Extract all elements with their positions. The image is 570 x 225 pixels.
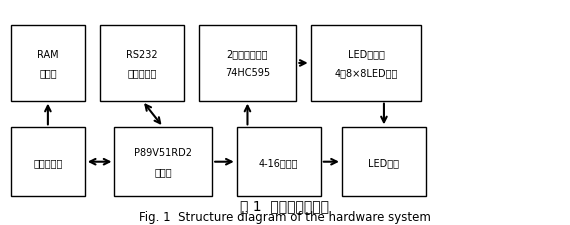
Text: RS232: RS232 xyxy=(127,49,158,59)
Text: 单片机: 单片机 xyxy=(154,166,172,176)
Text: Fig. 1  Structure diagram of the hardware system: Fig. 1 Structure diagram of the hardware… xyxy=(139,210,431,223)
Text: LED驱动: LED驱动 xyxy=(368,157,400,167)
Bar xyxy=(198,26,296,101)
Text: 74HC595: 74HC595 xyxy=(225,68,270,78)
Text: 图 1  系统硬件结构图: 图 1 系统硬件结构图 xyxy=(241,198,329,212)
Bar xyxy=(342,128,426,196)
Bar xyxy=(115,128,212,196)
Bar xyxy=(237,128,321,196)
Text: 4个8×8LED点阵: 4个8×8LED点阵 xyxy=(335,68,398,78)
Bar xyxy=(11,26,85,101)
Text: 2片移位寄存器: 2片移位寄存器 xyxy=(227,49,268,59)
Text: LED点阵屏: LED点阵屏 xyxy=(348,49,384,59)
Text: 地址锁存器: 地址锁存器 xyxy=(33,157,63,167)
Text: P89V51RD2: P89V51RD2 xyxy=(135,148,192,157)
Bar xyxy=(311,26,421,101)
Text: 电平转换器: 电平转换器 xyxy=(128,68,157,78)
Bar xyxy=(100,26,184,101)
Bar xyxy=(11,128,85,196)
Text: 4-16译码器: 4-16译码器 xyxy=(259,157,299,167)
Text: RAM: RAM xyxy=(37,49,59,59)
Text: 存储器: 存储器 xyxy=(39,68,56,78)
